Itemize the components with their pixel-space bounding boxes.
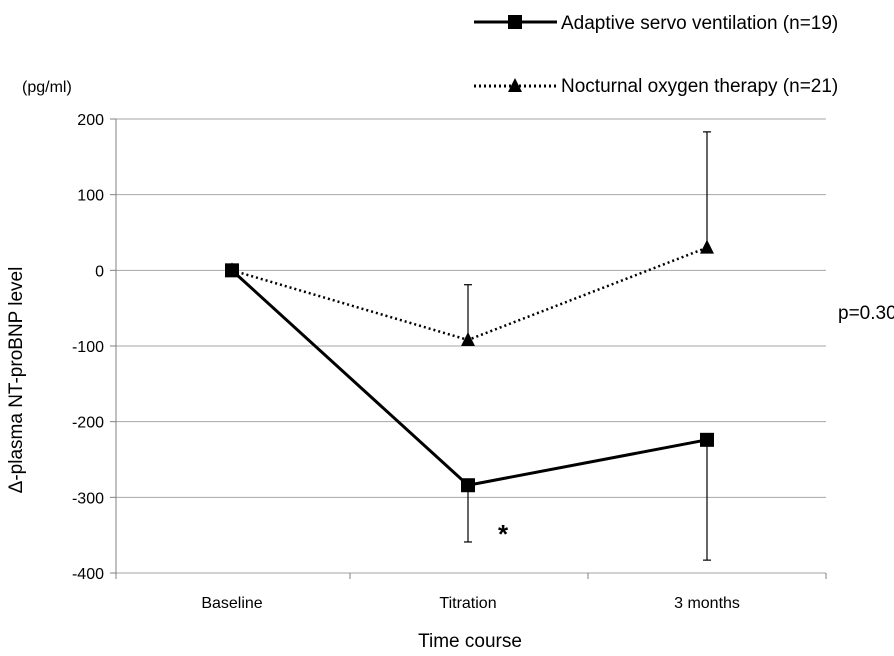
legend-marker-oxygen bbox=[508, 78, 522, 92]
legend-label-asv: Adaptive servo ventilation (n=19) bbox=[561, 13, 838, 34]
data-point-asv bbox=[700, 432, 714, 447]
x-tick-label: Baseline bbox=[201, 595, 262, 612]
y-tick-label: -400 bbox=[72, 566, 104, 583]
significance-asterisk: * bbox=[498, 519, 509, 549]
x-axis-title: Time course bbox=[418, 631, 522, 652]
y-tick-label: 200 bbox=[77, 112, 104, 129]
legend-label-oxygen: Nocturnal oxygen therapy (n=21) bbox=[561, 76, 838, 97]
series-lines bbox=[230, 246, 708, 487]
y-tick-label: -100 bbox=[72, 339, 104, 356]
series-line-asv bbox=[230, 269, 708, 487]
y-axis-title: Δ-plasma NT-proBNP level bbox=[6, 267, 27, 494]
x-tick-labels: Baseline Titration 3 months bbox=[201, 595, 740, 612]
data-point-oxygen bbox=[700, 239, 714, 254]
y-tick-label: -300 bbox=[72, 490, 104, 507]
data-point-oxygen bbox=[225, 262, 239, 277]
error-bars bbox=[464, 131, 711, 561]
y-tick-label: 0 bbox=[95, 263, 104, 280]
legend-marker-asv bbox=[508, 15, 522, 29]
legend: Adaptive servo ventilation (n=19) Noctur… bbox=[474, 13, 838, 97]
y-tick-label: -200 bbox=[72, 415, 104, 432]
x-tick-label: Titration bbox=[439, 595, 496, 612]
data-point-asv bbox=[461, 478, 475, 493]
data-point-oxygen bbox=[461, 331, 475, 346]
y-tick-labels: 200 100 0 -100 -200 -300 -400 bbox=[72, 112, 104, 583]
p-value-annotation: p=0.30† bbox=[838, 303, 894, 324]
y-unit-label: (pg/ml) bbox=[22, 79, 72, 96]
series-markers bbox=[225, 239, 714, 493]
x-tick-label: 3 months bbox=[674, 595, 740, 612]
series-line-oxygen bbox=[231, 246, 708, 342]
y-tick-label: 100 bbox=[77, 188, 104, 205]
